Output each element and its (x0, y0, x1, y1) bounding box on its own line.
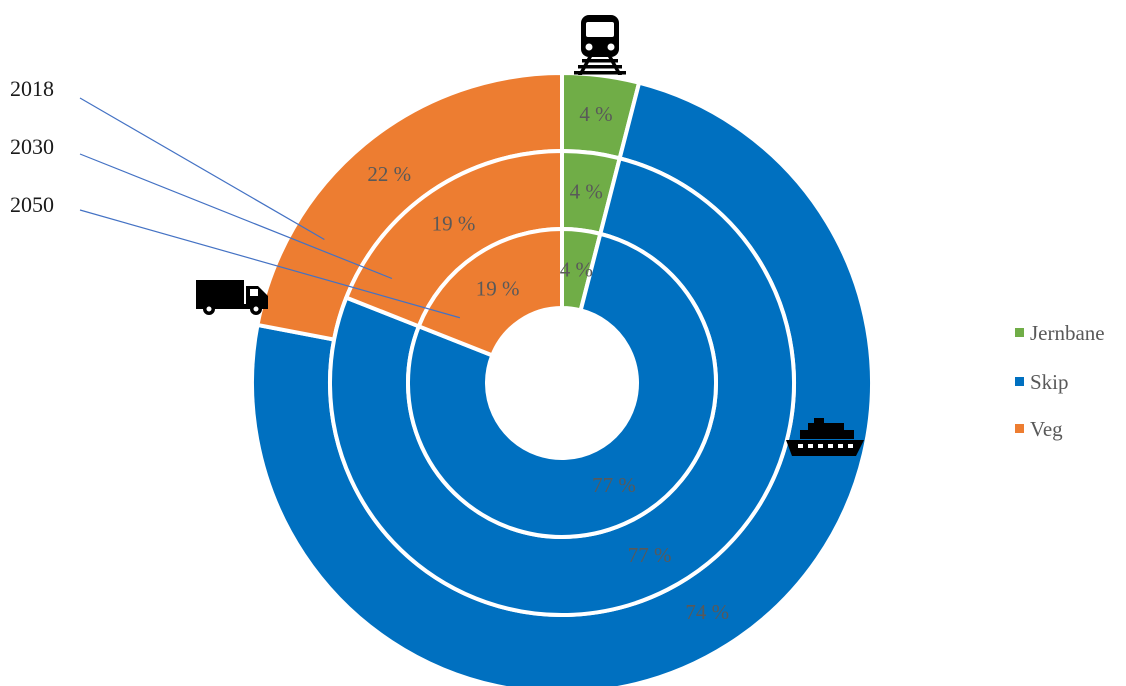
legend-swatch-skip (1015, 377, 1024, 386)
legend-label-jernbane: Jernbane (1030, 321, 1105, 345)
year-label-2050: 2050 (10, 192, 54, 217)
legend-item-jernbane: Jernbane (1015, 321, 1105, 345)
legend-swatch-jernbane (1015, 328, 1024, 337)
train-icon (574, 15, 626, 75)
data-label-2050-skip: 77 % (592, 473, 636, 497)
legend-item-veg: Veg (1015, 417, 1063, 441)
leader-line-2018 (79, 97, 325, 241)
year-label-2030: 2030 (10, 134, 54, 159)
segment-2050-skip (406, 231, 718, 539)
legend-swatch-veg (1015, 424, 1024, 433)
segment-2050-veg (416, 227, 564, 358)
truck-icon (196, 280, 268, 315)
data-label-2018-jernbane: 4 % (579, 102, 612, 126)
data-labels: 4 % 74 % 22 % 4 % 77 % 19 % 4 % 77 % 19 % (367, 102, 729, 624)
legend: Jernbane Skip Veg (1015, 321, 1105, 441)
data-label-2050-veg: 19 % (476, 276, 520, 300)
data-label-2050-jernbane: 4 % (560, 257, 593, 281)
data-label-2030-veg: 19 % (432, 211, 476, 235)
leader-line-2050 (79, 209, 461, 319)
legend-item-skip: Skip (1015, 370, 1069, 394)
year-labels: 2018 2030 2050 (10, 76, 461, 319)
data-label-2030-skip: 77 % (628, 543, 672, 567)
data-label-2018-skip: 74 % (685, 600, 729, 624)
data-label-2030-jernbane: 4 % (570, 180, 603, 204)
legend-label-veg: Veg (1030, 417, 1063, 441)
leader-line-2030 (79, 153, 393, 280)
year-label-2018: 2018 (10, 76, 54, 101)
data-label-2018-veg: 22 % (367, 162, 411, 186)
legend-label-skip: Skip (1030, 370, 1069, 394)
ship-icon (786, 418, 864, 456)
rings (250, 71, 874, 686)
